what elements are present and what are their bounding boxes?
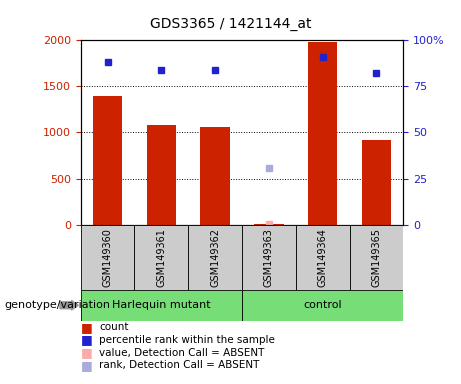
Bar (296, 225, 349, 290)
Bar (81, 225, 135, 290)
Text: rank, Detection Call = ABSENT: rank, Detection Call = ABSENT (99, 360, 260, 370)
Bar (93, 96, 122, 225)
Text: percentile rank within the sample: percentile rank within the sample (99, 335, 275, 345)
Text: GSM149361: GSM149361 (156, 228, 166, 287)
Text: GSM149365: GSM149365 (372, 228, 382, 287)
Text: GDS3365 / 1421144_at: GDS3365 / 1421144_at (150, 17, 311, 31)
Bar (135, 225, 188, 290)
Text: ■: ■ (81, 321, 92, 334)
Text: GSM149364: GSM149364 (318, 228, 328, 287)
Text: ■: ■ (81, 359, 92, 372)
Text: genotype/variation: genotype/variation (5, 300, 111, 310)
Bar (201, 127, 230, 225)
Bar (362, 140, 391, 225)
Text: ■: ■ (81, 333, 92, 346)
Text: GSM149363: GSM149363 (264, 228, 274, 287)
Text: value, Detection Call = ABSENT: value, Detection Call = ABSENT (99, 348, 265, 358)
Text: GSM149362: GSM149362 (210, 228, 220, 287)
Bar (349, 225, 403, 290)
Bar (147, 125, 176, 225)
Text: control: control (303, 300, 342, 310)
Bar (308, 42, 337, 225)
Text: Harlequin mutant: Harlequin mutant (112, 300, 211, 310)
Text: ■: ■ (81, 346, 92, 359)
Bar (188, 225, 242, 290)
Bar (254, 224, 284, 225)
Bar (242, 225, 296, 290)
Text: count: count (99, 322, 129, 332)
Bar (242, 290, 403, 321)
Text: GSM149360: GSM149360 (102, 228, 112, 287)
Bar (81, 290, 242, 321)
